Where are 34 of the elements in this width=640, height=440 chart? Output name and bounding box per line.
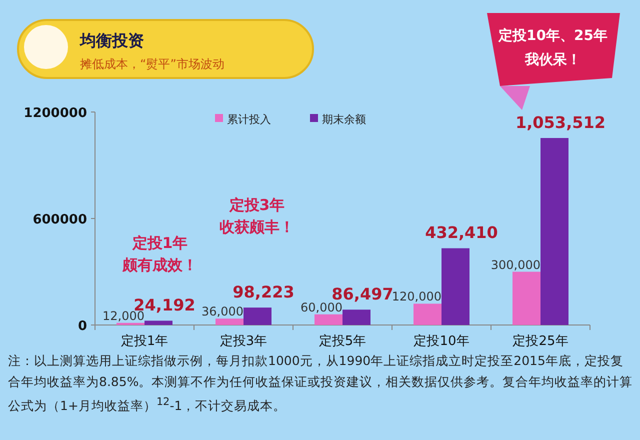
- bar: [414, 304, 442, 325]
- bar: [342, 310, 370, 325]
- annotation: 颇有成效！: [122, 256, 198, 274]
- data-label: 98,223: [232, 282, 294, 302]
- bar: [314, 314, 342, 325]
- chart-title: 均衡投资: [79, 31, 144, 50]
- legend-label: 期末余额: [322, 113, 366, 126]
- legend-label: 累计投入: [227, 113, 271, 126]
- data-label: 36,000: [202, 304, 244, 319]
- bar: [512, 272, 540, 325]
- data-label: 432,410: [425, 223, 498, 242]
- y-tick-label: 1200000: [24, 106, 87, 121]
- x-tick-label: 定投25年: [512, 334, 568, 349]
- annotation: 收获颇丰！: [220, 218, 294, 236]
- annotation: 定投1年: [131, 234, 188, 252]
- bar: [144, 320, 172, 325]
- annotation: 定投3年: [228, 196, 285, 214]
- data-label: 1,053,512: [515, 113, 606, 132]
- x-tick-label: 定投10年: [414, 334, 470, 349]
- x-tick-label: 定投1年: [120, 334, 168, 349]
- bar: [216, 318, 244, 325]
- y-tick-label: 600000: [32, 212, 87, 228]
- x-tick-label: 定投5年: [318, 334, 366, 349]
- x-tick-label: 定投3年: [220, 334, 268, 349]
- chart-subtitle: 摊低成本，“熨平”市场波动: [80, 57, 224, 71]
- bar: [540, 138, 568, 325]
- text: 我伙呆！: [524, 52, 581, 68]
- bar: [244, 308, 272, 325]
- y-tick-label: 0: [78, 319, 87, 334]
- data-label: 300,000: [490, 258, 540, 272]
- data-label: 120,000: [392, 290, 442, 304]
- text: 定投10年、25年: [498, 27, 608, 44]
- bar: [442, 248, 470, 325]
- text: 注：以上测算选用上证综指做示例，每月扣款1000元，从1990年上证综指成立时定投至2015年底，定投复合年均收益率为8.85%。本测算不作为任何收益保证或投资建议，相关数据仅供参考。复合年均收益率的计算公式为（1+月均收益率）$^{12}$-1，不计交易成本。: [8, 352, 634, 416]
